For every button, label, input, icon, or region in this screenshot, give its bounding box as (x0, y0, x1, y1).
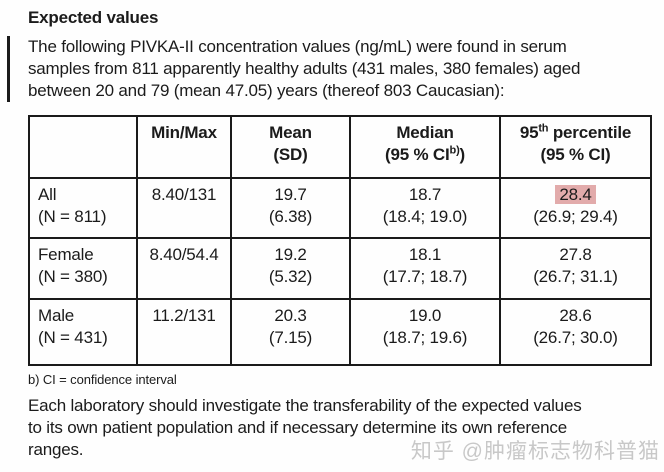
closing-line: Each laboratory should investigate the t… (28, 396, 582, 415)
table-row-all: All (N = 811) 8.40/131 19.7 (6.38) 18.7 … (28, 177, 652, 239)
highlighted-value: 28.4 (555, 185, 596, 204)
intro-line: samples from 811 apparently healthy adul… (28, 59, 581, 78)
mean-cell: 19.2 (5.32) (230, 237, 351, 300)
row-label-cell: All (N = 811) (28, 177, 138, 239)
median-cell: 18.7 (18.4; 19.0) (349, 177, 501, 239)
minmax-cell: 11.2/131 (136, 298, 232, 366)
zhihu-watermark: 知乎 @肿瘤标志物科普猫 (410, 440, 660, 463)
percentile-cell: 27.8 (26.7; 31.1) (499, 237, 652, 300)
header-cell-median: Median (95 % CIb)) (349, 115, 501, 179)
table-row-female: Female (N = 380) 8.40/54.4 19.2 (5.32) 1… (28, 237, 652, 300)
revision-change-bar (7, 36, 10, 102)
intro-paragraph: The following PIVKA-II concentration val… (28, 36, 656, 102)
intro-line: between 20 and 79 (mean 47.05) years (th… (28, 81, 505, 100)
row-label-cell: Male (N = 431) (28, 298, 138, 366)
table-row-male: Male (N = 431) 11.2/131 20.3 (7.15) 19.0… (28, 298, 652, 366)
closing-paragraph: Each laboratory should investigate the t… (28, 395, 656, 461)
header-cell-95th-percentile: 95th percentile (95 % CI) (499, 115, 652, 179)
document-page: Expected values The following PIVKA-II c… (28, 6, 656, 461)
mean-cell: 20.3 (7.15) (230, 298, 351, 366)
closing-line: to its own patient population and if nec… (28, 418, 567, 437)
percentile-cell: 28.6 (26.7; 30.0) (499, 298, 652, 366)
mean-cell: 19.7 (6.38) (230, 177, 351, 239)
intro-line: The following PIVKA-II concentration val… (28, 37, 567, 56)
median-cell: 19.0 (18.7; 19.6) (349, 298, 501, 366)
minmax-cell: 8.40/131 (136, 177, 232, 239)
percentile-cell: 28.4 (26.9; 29.4) (499, 177, 652, 239)
footnote-ci: b) CI = confidence interval (28, 372, 177, 387)
header-cell-mean: Mean (SD) (230, 115, 351, 179)
header-cell-minmax: Min/Max (136, 115, 232, 179)
page-title: Expected values (28, 8, 159, 27)
minmax-cell: 8.40/54.4 (136, 237, 232, 300)
header-cell-empty (28, 115, 138, 179)
closing-line: ranges. (28, 440, 84, 459)
expected-values-table: Min/Max Mean (SD) Median (95 % CIb)) 95t… (28, 115, 652, 366)
row-label-cell: Female (N = 380) (28, 237, 138, 300)
median-cell: 18.1 (17.7; 18.7) (349, 237, 501, 300)
table-header-row: Min/Max Mean (SD) Median (95 % CIb)) 95t… (28, 115, 652, 179)
